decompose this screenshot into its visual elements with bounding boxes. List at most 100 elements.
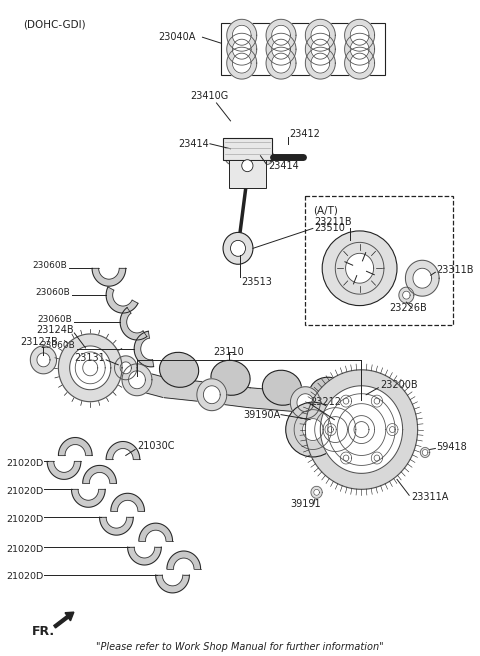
Polygon shape (325, 424, 336, 436)
Circle shape (238, 166, 257, 186)
Polygon shape (374, 398, 380, 404)
Polygon shape (92, 268, 126, 286)
Text: 23110: 23110 (213, 347, 244, 357)
Polygon shape (106, 287, 138, 313)
Text: 23060B: 23060B (40, 341, 75, 350)
Polygon shape (266, 47, 296, 79)
Polygon shape (340, 452, 352, 464)
Polygon shape (350, 53, 369, 73)
Text: 21020D: 21020D (6, 459, 44, 468)
Text: 39191: 39191 (290, 499, 321, 509)
Bar (228, 159, 266, 188)
Text: (A/T): (A/T) (313, 205, 338, 216)
Polygon shape (337, 403, 386, 455)
Polygon shape (37, 353, 50, 367)
Text: 21030C: 21030C (137, 441, 175, 451)
Polygon shape (336, 242, 384, 294)
Polygon shape (120, 308, 147, 340)
Polygon shape (403, 291, 410, 299)
Polygon shape (345, 19, 374, 51)
Polygon shape (302, 419, 323, 441)
Text: 21020D: 21020D (6, 487, 44, 496)
Polygon shape (122, 364, 152, 396)
Text: 23311B: 23311B (436, 265, 474, 276)
Text: 23124B: 23124B (36, 325, 73, 335)
Polygon shape (263, 153, 270, 161)
Polygon shape (201, 382, 251, 407)
Polygon shape (227, 47, 257, 79)
Polygon shape (167, 551, 201, 569)
Text: 23060B: 23060B (35, 287, 70, 297)
Polygon shape (227, 33, 257, 65)
Polygon shape (232, 39, 251, 59)
Polygon shape (343, 455, 349, 461)
Polygon shape (134, 331, 154, 367)
Text: 21020D: 21020D (6, 573, 44, 581)
Polygon shape (290, 387, 320, 419)
Polygon shape (59, 334, 122, 401)
Ellipse shape (322, 231, 397, 306)
Text: 23311A: 23311A (411, 492, 448, 502)
Polygon shape (164, 378, 204, 401)
Text: 23211B: 23211B (314, 217, 352, 228)
Text: 23414: 23414 (178, 139, 209, 149)
Bar (223, 138, 272, 159)
Polygon shape (47, 461, 81, 480)
Ellipse shape (211, 360, 250, 396)
Polygon shape (305, 19, 336, 51)
Polygon shape (345, 47, 374, 79)
Text: 23513: 23513 (242, 277, 273, 287)
Polygon shape (346, 253, 373, 283)
Polygon shape (350, 39, 369, 59)
Text: 23414: 23414 (268, 161, 299, 171)
Polygon shape (354, 422, 369, 438)
Polygon shape (340, 395, 352, 407)
Polygon shape (311, 26, 330, 45)
Text: 23060B: 23060B (38, 314, 72, 323)
Text: 23226B: 23226B (390, 303, 427, 313)
Polygon shape (156, 575, 190, 593)
Polygon shape (266, 19, 296, 51)
Text: 23410G: 23410G (190, 91, 228, 101)
Polygon shape (295, 392, 334, 415)
Text: 39190A: 39190A (243, 409, 280, 420)
Polygon shape (345, 33, 374, 65)
Circle shape (230, 240, 245, 256)
Polygon shape (225, 149, 240, 165)
Polygon shape (315, 407, 356, 451)
Text: "Please refer to Work Shop Manual for further information": "Please refer to Work Shop Manual for fu… (96, 642, 384, 651)
Polygon shape (305, 370, 418, 489)
Polygon shape (128, 547, 161, 565)
Polygon shape (99, 517, 133, 535)
Polygon shape (297, 394, 314, 412)
Polygon shape (372, 452, 383, 464)
Polygon shape (305, 47, 336, 79)
Polygon shape (83, 360, 98, 376)
Polygon shape (348, 416, 374, 443)
Polygon shape (83, 465, 117, 483)
Polygon shape (115, 356, 137, 380)
Polygon shape (106, 441, 140, 459)
Polygon shape (387, 424, 398, 436)
Text: 23510: 23510 (315, 224, 346, 234)
Ellipse shape (286, 402, 340, 457)
Polygon shape (120, 362, 132, 374)
Polygon shape (328, 394, 395, 465)
Polygon shape (320, 386, 403, 474)
Polygon shape (305, 33, 336, 65)
Polygon shape (272, 53, 290, 73)
FancyArrow shape (54, 612, 74, 628)
Text: 21020D: 21020D (6, 515, 44, 523)
Circle shape (243, 171, 252, 180)
Bar (305, 195, 453, 325)
Polygon shape (111, 493, 144, 511)
Polygon shape (139, 523, 172, 541)
Polygon shape (422, 449, 428, 455)
Polygon shape (272, 26, 290, 45)
Polygon shape (228, 153, 236, 161)
Polygon shape (272, 39, 290, 59)
Text: 21020D: 21020D (6, 544, 44, 554)
Polygon shape (314, 489, 319, 495)
Polygon shape (259, 149, 274, 165)
Polygon shape (372, 395, 383, 407)
